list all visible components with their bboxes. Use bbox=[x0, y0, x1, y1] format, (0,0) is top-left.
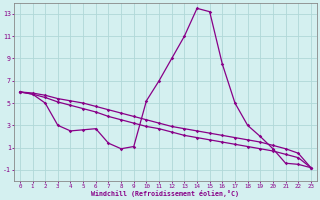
X-axis label: Windchill (Refroidissement éolien,°C): Windchill (Refroidissement éolien,°C) bbox=[92, 190, 239, 197]
